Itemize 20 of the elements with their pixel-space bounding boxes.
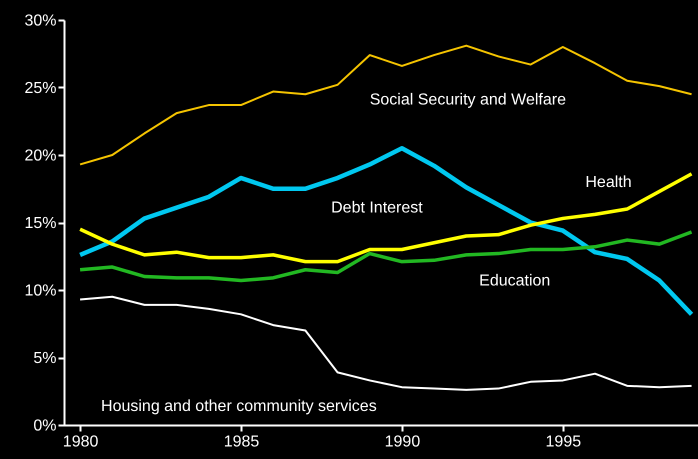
- series-label: Health: [585, 174, 632, 191]
- y-tick-label: 10%: [24, 282, 56, 300]
- series-label: Debt Interest: [331, 200, 424, 217]
- y-tick-label: 25%: [24, 80, 56, 97]
- series-label: Education: [479, 272, 550, 290]
- y-tick-label: 20%: [24, 148, 56, 164]
- line-series: [78, 146, 694, 317]
- y-tick-label: 30%: [24, 12, 56, 30]
- line-series: [79, 296, 693, 391]
- x-tick-label: 1980: [62, 434, 98, 450]
- y-tick-label: 5%: [33, 350, 56, 367]
- y-tick-label: 15%: [24, 215, 56, 232]
- series-label: Housing and other community services: [101, 398, 377, 416]
- x-tick-label: 1990: [384, 434, 420, 450]
- line-series: [79, 44, 693, 166]
- x-tick-label: 1995: [546, 434, 582, 450]
- series-label: Social Security and Welfare: [370, 92, 566, 109]
- y-tick-label: 0%: [33, 418, 56, 434]
- line-series: [78, 172, 694, 264]
- x-tick-label: 1985: [224, 434, 260, 450]
